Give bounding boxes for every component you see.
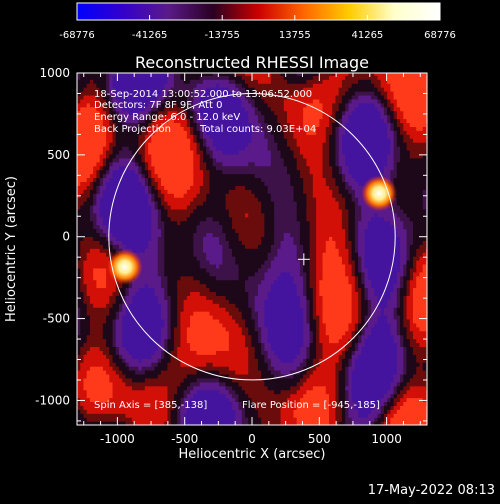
colorbar-tick-label: -68776 [59, 30, 94, 41]
heatmap-cell [426, 311, 430, 316]
heatmap-cell [426, 303, 430, 308]
heatmap-cell [426, 401, 430, 406]
heatmap-cell [426, 394, 430, 399]
heatmap-cell [426, 335, 430, 340]
heatmap-cell [426, 299, 430, 304]
colorbar-gradient [77, 3, 440, 20]
heatmap-cell [426, 386, 430, 391]
heatmap-cell [426, 390, 430, 395]
heatmap-cell [426, 264, 430, 269]
heatmap-cell [426, 260, 430, 265]
heatmap-cell [426, 405, 430, 410]
colorbar: -68776 -41265 -13755 13755 41265 68776 [59, 3, 456, 41]
heatmap-cell [426, 382, 430, 387]
heatmap-cell [426, 252, 430, 257]
heatmap-cell [426, 280, 430, 285]
colorbar-tick-label: 41265 [351, 30, 383, 41]
heatmap-cell [426, 358, 430, 363]
heatmap-cell [426, 370, 430, 375]
heatmap-cell [426, 362, 430, 367]
heatmap-cell [426, 413, 430, 418]
chart-title: Reconstructed RHESSI Image [135, 53, 369, 72]
heatmap-cell [426, 374, 430, 379]
heatmap-cell [426, 327, 430, 332]
heatmap-cell [426, 287, 430, 292]
heatmap-cell [426, 295, 430, 300]
heatmap-cell [426, 354, 430, 359]
colorbar-tick-label: -13755 [204, 30, 239, 41]
heatmap-cell [426, 397, 430, 402]
heatmap-cell [426, 307, 430, 312]
heatmap-cell [426, 268, 430, 273]
colorbar-tick-label: 68776 [424, 30, 456, 41]
heatmap-cell [426, 291, 430, 296]
colorbar-tick-label: 13755 [279, 30, 311, 41]
heatmap-cell [426, 331, 430, 336]
heatmap-cell [426, 319, 430, 324]
heatmap-cell [426, 342, 430, 347]
heatmap-cell [426, 284, 430, 289]
heatmap-cell [426, 350, 430, 355]
heatmap-cell [426, 272, 430, 277]
heatmap-cell [426, 323, 430, 328]
colorbar-tick-label: -41265 [132, 30, 167, 41]
heatmap-cell [426, 366, 430, 371]
heatmap-cell [426, 248, 430, 253]
heatmap-cell [426, 346, 430, 351]
heatmap-cell [426, 409, 430, 414]
